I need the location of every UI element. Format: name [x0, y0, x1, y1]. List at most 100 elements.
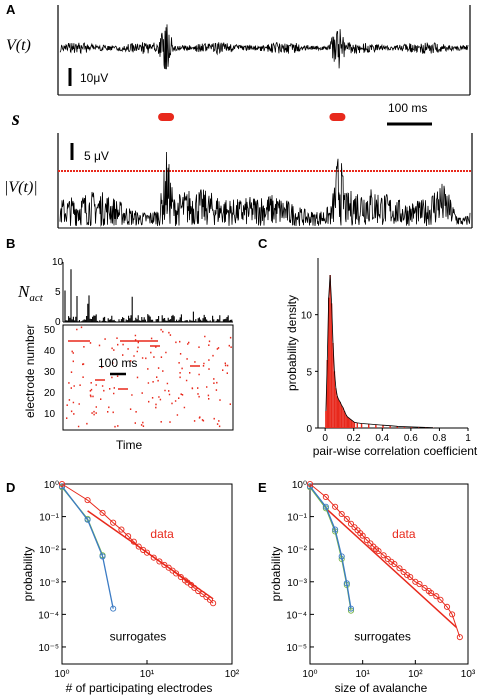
v-label: V(t): [6, 37, 31, 54]
xlabel: # of participating electrodes: [66, 681, 213, 695]
a-time-scale-label: 100 ms: [388, 101, 427, 115]
abs-label: |V(t)|: [4, 179, 38, 196]
abs-scale-label: 5 μV: [84, 149, 109, 163]
series-line: [61, 483, 214, 604]
series-point: [380, 552, 387, 559]
surrogates-label: surrogates: [354, 630, 411, 644]
series-line: [309, 483, 461, 638]
ytick-label: 10⁻⁴: [286, 610, 307, 621]
b-time-scale-label: 100 ms: [98, 356, 137, 370]
raster-tick-40: 40: [44, 346, 56, 357]
c-bar: [348, 417, 350, 428]
nact-label: Nact: [17, 282, 44, 304]
plot-frame: [309, 483, 469, 665]
nact-tick-10: 10: [52, 257, 64, 268]
panel-letter-e: E: [258, 480, 267, 495]
nact-main: N: [17, 282, 31, 301]
c-bar: [389, 425, 391, 428]
series-point: [332, 503, 339, 510]
c-bar: [410, 426, 413, 428]
series-point: [130, 538, 137, 545]
c-bar: [328, 297, 330, 428]
panel-letter-c: C: [258, 236, 268, 251]
c-bar: [360, 423, 363, 428]
raster-tick-20: 20: [44, 388, 56, 399]
series-point: [456, 634, 463, 641]
c-bar: [325, 411, 327, 428]
series-point: [437, 596, 444, 603]
series-line: [309, 485, 352, 609]
series-point: [135, 543, 142, 550]
s-event-2: [329, 113, 346, 121]
c-ytick-label: 10: [301, 311, 313, 322]
series-point: [449, 611, 456, 618]
c-xtick-label: 0.4: [375, 433, 389, 444]
series-point: [143, 549, 151, 556]
chart-d: 10⁰ 10⁻¹ 10⁻² 10⁻³ 10⁻⁴ 10⁻⁵ 10⁰ 10¹ 10² data surr…: [21, 480, 240, 695]
panel-letter-b: B: [6, 236, 15, 251]
series-point: [343, 580, 350, 587]
series-point: [58, 483, 66, 490]
c-bar: [330, 303, 333, 428]
raster-frame: [62, 324, 234, 431]
series-point: [332, 526, 339, 533]
series-point: [391, 560, 398, 568]
series-point: [363, 537, 370, 544]
series-line: [61, 486, 104, 556]
series-point: [140, 546, 147, 553]
series-point: [206, 596, 213, 603]
xtick-label: 10³: [461, 669, 476, 680]
ytick-label: 10⁻¹: [39, 513, 59, 524]
raster: [66, 326, 232, 428]
c-bar: [346, 416, 348, 428]
c-bar: [396, 426, 398, 428]
series-point: [375, 547, 382, 555]
series-point: [343, 515, 350, 522]
c-bar: [350, 420, 353, 428]
series-point: [347, 605, 355, 612]
ytick-label: 10⁻³: [39, 578, 59, 589]
c-xlabel: pair-wise correlation coefficient: [313, 444, 478, 458]
ytick-label: 10⁻⁵: [286, 643, 307, 654]
series-point: [165, 564, 172, 571]
nact-tick-5: 5: [55, 287, 61, 298]
nact-bar-path: [64, 269, 233, 322]
xtick-label: 10²: [408, 669, 423, 680]
series-point: [404, 572, 411, 579]
series-point: [199, 591, 206, 598]
raster-tick-30: 30: [44, 367, 56, 378]
series-point: [195, 587, 202, 595]
series-point: [125, 533, 132, 540]
series-point: [443, 603, 451, 610]
abs-trace-line: [59, 151, 471, 227]
c-bar: [342, 407, 344, 428]
c-bar: [332, 343, 334, 428]
c-bar: [403, 426, 406, 428]
series-point: [347, 520, 355, 527]
c-bar: [333, 371, 336, 428]
ytick-label: 10⁰: [292, 480, 307, 491]
c-bar: [345, 414, 347, 428]
c-bar: [338, 399, 340, 428]
series-point: [359, 532, 366, 539]
s-event-1: [158, 113, 175, 121]
xtick-label: 10⁰: [54, 669, 69, 680]
series-point: [110, 605, 117, 612]
series-point: [118, 526, 125, 533]
c-bar: [368, 424, 370, 428]
c-bar: [326, 360, 328, 428]
c-bar: [352, 421, 354, 428]
series-point: [210, 600, 217, 607]
series-point: [191, 584, 198, 591]
c-bar: [375, 424, 377, 428]
xtick-label: 10⁰: [302, 669, 317, 680]
ytick-label: 10⁻⁴: [38, 610, 59, 621]
series-point: [99, 553, 106, 560]
c-xtick-label: 0.2: [347, 433, 361, 444]
ytick-label: 10⁻¹: [287, 513, 307, 524]
raster-spikes: [66, 326, 232, 428]
series-line: [309, 486, 352, 611]
raster-tick-10: 10: [44, 409, 56, 420]
series-point: [396, 565, 403, 572]
